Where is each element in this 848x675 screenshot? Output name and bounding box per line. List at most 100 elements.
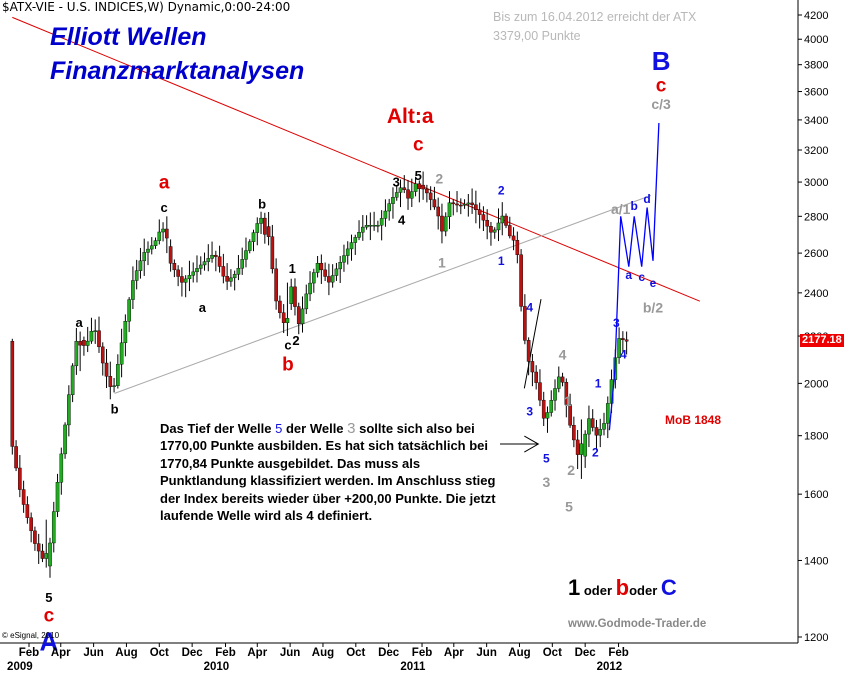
- candle-body: [59, 453, 64, 483]
- legend-c: C: [660, 575, 677, 600]
- y-tick-label: 3200: [804, 145, 828, 157]
- website-label[interactable]: www.Godmode-Trader.de: [568, 618, 707, 630]
- wave-label: c: [44, 605, 55, 626]
- candle-body: [598, 429, 603, 436]
- wave-label: e: [650, 276, 657, 290]
- candle-body: [624, 339, 629, 342]
- candle-body: [206, 258, 211, 262]
- candle-body: [617, 338, 621, 358]
- candle-body: [474, 204, 478, 210]
- wave-label: 3: [526, 405, 533, 419]
- wave-label: a: [625, 268, 632, 282]
- candle-body: [119, 342, 124, 365]
- legend-oder-2: oder: [629, 583, 661, 598]
- candle-body: [300, 308, 305, 325]
- candle-body: [387, 203, 391, 212]
- candle-body: [89, 331, 94, 342]
- x-month-label: Apr: [247, 647, 267, 659]
- wave-label: 3: [393, 175, 400, 190]
- note-text-2: der Welle: [282, 421, 348, 436]
- candle-body: [63, 424, 67, 455]
- wave-label: a/1: [611, 201, 631, 217]
- trend-lines: [12, 16, 701, 453]
- candle-body: [496, 222, 501, 231]
- candle-body: [247, 241, 252, 251]
- candle-body: [217, 256, 222, 267]
- candle-body: [568, 404, 572, 426]
- candle-body: [70, 365, 75, 395]
- candle-body: [590, 418, 595, 428]
- x-month-label: Jun: [83, 647, 103, 659]
- x-month-label: Oct: [346, 647, 365, 659]
- candle-body: [214, 254, 218, 257]
- wave-label: c: [284, 338, 291, 353]
- legend-b: b: [615, 575, 630, 600]
- candle-body: [349, 242, 354, 250]
- candle-body: [195, 268, 199, 273]
- candle-body: [353, 237, 358, 243]
- candle-body: [40, 550, 45, 559]
- candle-body: [176, 269, 180, 277]
- wave-label: 3: [613, 316, 620, 330]
- candle-body: [93, 330, 98, 332]
- candle-body: [410, 191, 414, 199]
- y-tick-label: 4000: [804, 34, 828, 46]
- candle-body: [470, 202, 474, 205]
- candle-body: [327, 276, 331, 283]
- wave-label: c: [656, 75, 667, 96]
- plot-frame: [0, 0, 799, 644]
- candle-body: [285, 318, 290, 323]
- candle-body: [202, 261, 207, 266]
- candle-body: [240, 259, 245, 269]
- candle-body: [511, 235, 516, 241]
- candle-body: [131, 280, 135, 300]
- candle-body: [451, 202, 456, 205]
- x-month-label: Dec: [182, 647, 204, 659]
- candle-body: [138, 260, 143, 271]
- candle-body: [526, 340, 531, 362]
- x-month-label: Jun: [476, 647, 496, 659]
- mob-label: MoB 1848: [665, 413, 722, 427]
- wave-label: b/2: [643, 299, 663, 315]
- note-wave-3: 3: [347, 420, 356, 437]
- candle-body: [157, 231, 162, 241]
- x-month-label: Feb: [412, 647, 432, 659]
- page-title-line1: Elliott Wellen: [50, 23, 207, 51]
- y-tick-label: 3800: [804, 60, 828, 72]
- candle-body: [361, 226, 365, 233]
- candle-body: [334, 268, 339, 276]
- x-year-label: 2010: [204, 661, 230, 673]
- candle-body: [564, 382, 569, 405]
- y-tick-label: 3600: [804, 87, 828, 99]
- candle-body: [621, 338, 625, 340]
- y-tick-label: 2000: [804, 378, 828, 390]
- wave-label: c: [638, 270, 645, 284]
- x-month-label: Dec: [378, 647, 400, 659]
- candle-body: [168, 246, 173, 264]
- candle-body: [274, 268, 278, 302]
- candle-body: [112, 385, 116, 387]
- forecast-text-line2: 3379,00 Punkte: [493, 29, 581, 43]
- candle-body: [180, 276, 184, 283]
- candle-body: [198, 264, 203, 269]
- wave-label: 2: [498, 184, 505, 198]
- note-text-1: Das Tief der Welle: [160, 421, 276, 436]
- x-month-label: Feb: [215, 647, 235, 659]
- candle-body: [82, 340, 86, 346]
- candle-body: [440, 215, 444, 232]
- candle-body: [183, 278, 188, 283]
- candle-body: [251, 232, 256, 242]
- candle-body: [489, 226, 493, 233]
- candle-body: [127, 299, 131, 322]
- x-month-label: Jun: [280, 647, 300, 659]
- x-month-label: Feb: [19, 647, 39, 659]
- candle-body: [583, 433, 587, 457]
- x-month-label: Aug: [115, 647, 137, 659]
- candle-body: [255, 223, 260, 233]
- candle-body: [85, 340, 90, 346]
- candle-body: [587, 418, 591, 435]
- candle-body: [293, 286, 297, 307]
- y-tick-label: 1800: [804, 431, 828, 443]
- candle-body: [33, 530, 37, 544]
